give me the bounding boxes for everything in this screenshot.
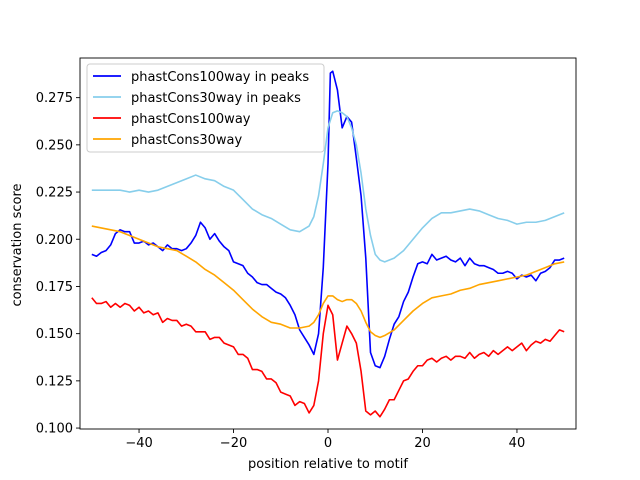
y-tick-label: 0.125 bbox=[36, 374, 73, 389]
y-tick-label: 0.175 bbox=[36, 280, 73, 295]
series-line-2 bbox=[91, 110, 565, 263]
x-axis-label: position relative to motif bbox=[248, 457, 408, 472]
legend-label-3: phastCons100way bbox=[131, 112, 251, 127]
x-tick-label: 40 bbox=[509, 436, 526, 451]
y-axis-label: conservation score bbox=[10, 183, 25, 306]
series-line-1 bbox=[91, 70, 565, 369]
legend-label-2: phastCons30way in peaks bbox=[131, 91, 301, 106]
legend: phastCons100way in peaks phastCons30way i… bbox=[86, 63, 325, 153]
legend-box bbox=[86, 63, 325, 153]
axes: −40 −20 0 20 40 0.100 0.125 0.150 0.175 0.200 0.22… bbox=[36, 57, 577, 451]
legend-label-1: phastCons100way in peaks bbox=[131, 70, 309, 85]
y-tick-label: 0.275 bbox=[36, 91, 73, 106]
y-tick-label: 0.150 bbox=[36, 327, 73, 342]
x-tick-label: 0 bbox=[324, 436, 332, 451]
series-line-4 bbox=[91, 225, 565, 339]
x-tick-label: −20 bbox=[220, 436, 247, 451]
y-tick-label: 0.250 bbox=[36, 138, 73, 153]
y-tick-label: 0.100 bbox=[36, 422, 73, 437]
y-tick-label: 0.200 bbox=[36, 233, 73, 248]
series-lines bbox=[91, 70, 565, 418]
series-line-3 bbox=[91, 297, 565, 418]
legend-label-4: phastCons30way bbox=[131, 133, 243, 148]
x-tick-label: −40 bbox=[125, 436, 152, 451]
x-tick-label: 20 bbox=[414, 436, 431, 451]
y-tick-label: 0.225 bbox=[36, 186, 73, 201]
